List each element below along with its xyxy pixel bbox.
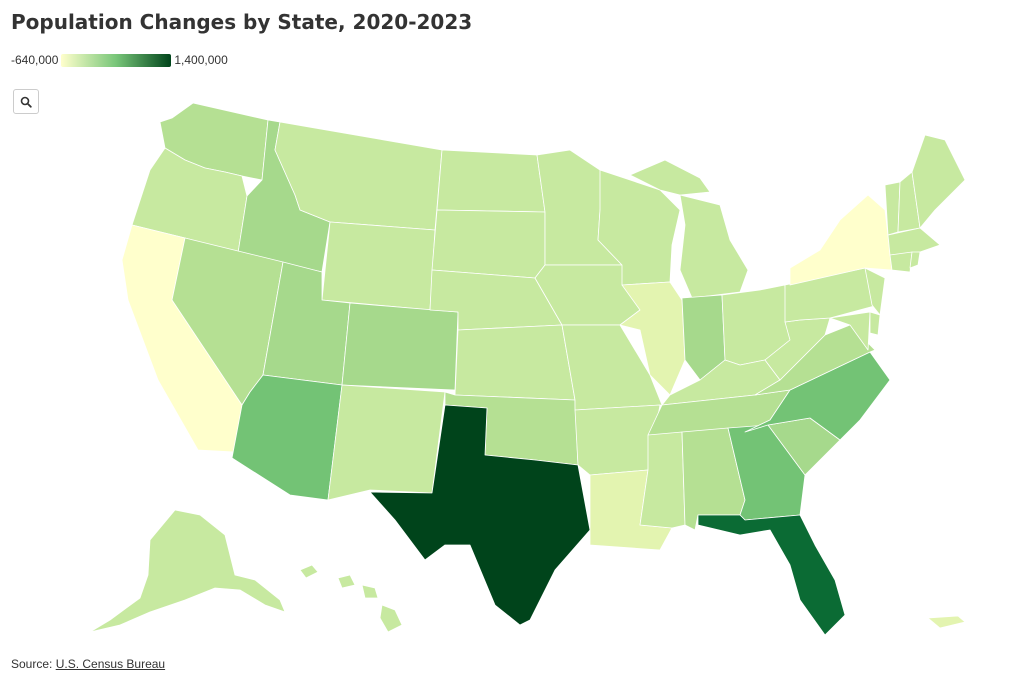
state-connecticut[interactable] bbox=[889, 251, 913, 273]
state-alaska[interactable] bbox=[89, 509, 286, 633]
state-illinois[interactable] bbox=[619, 281, 686, 396]
state-vermont[interactable] bbox=[884, 181, 901, 236]
source-prefix: Source: bbox=[11, 657, 56, 671]
state-south-dakota[interactable] bbox=[431, 209, 546, 279]
state-florida[interactable] bbox=[697, 514, 846, 636]
search-icon bbox=[20, 96, 32, 108]
source-link[interactable]: U.S. Census Bureau bbox=[55, 657, 166, 671]
state-kansas[interactable] bbox=[454, 324, 576, 401]
state-maryland[interactable] bbox=[829, 311, 871, 351]
zoom-search-button[interactable] bbox=[13, 89, 39, 114]
state-arkansas[interactable] bbox=[574, 404, 661, 476]
state-wyoming[interactable] bbox=[321, 221, 436, 311]
legend-min-label: -640,000 bbox=[11, 53, 59, 67]
legend-color-ramp bbox=[61, 53, 172, 67]
state-maine[interactable] bbox=[911, 134, 966, 229]
state-rhode-island[interactable] bbox=[909, 251, 921, 269]
state-massachusetts[interactable] bbox=[887, 227, 941, 256]
state-texas[interactable] bbox=[369, 404, 591, 626]
source-note: Source: U.S. Census Bureau bbox=[11, 657, 165, 671]
state-michigan[interactable] bbox=[679, 194, 749, 299]
state-hawaii[interactable] bbox=[299, 564, 403, 633]
page-title: Population Changes by State, 2020-2023 bbox=[11, 10, 473, 34]
state-delaware[interactable] bbox=[869, 311, 881, 336]
state-colorado[interactable] bbox=[341, 302, 459, 391]
legend-max-label: 1,400,000 bbox=[174, 53, 228, 67]
state-michigan-up[interactable] bbox=[629, 159, 711, 196]
state-new-mexico[interactable] bbox=[327, 384, 446, 501]
state-new-york[interactable] bbox=[789, 194, 893, 286]
territory-puerto-rico[interactable] bbox=[927, 615, 966, 629]
color-legend: -640,000 1,400,000 bbox=[11, 52, 228, 68]
state-north-dakota[interactable] bbox=[436, 149, 546, 213]
state-arizona[interactable] bbox=[231, 374, 343, 501]
